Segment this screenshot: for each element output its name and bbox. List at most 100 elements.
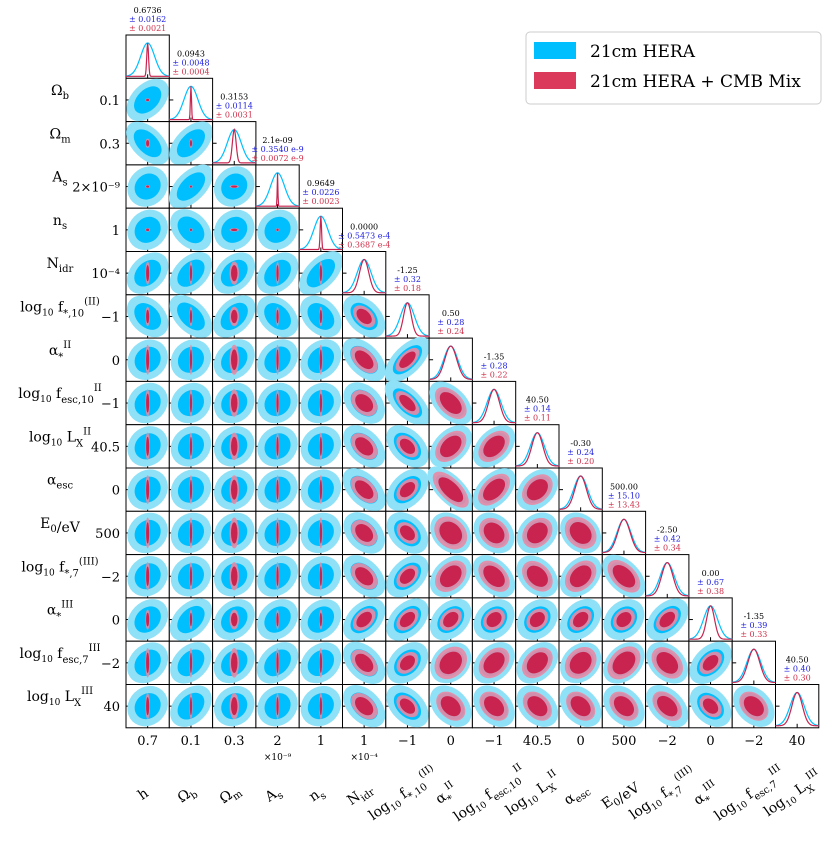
y-tick-label-log10 f*,7 (III): −2 [101, 570, 120, 585]
cmb-1sigma-contour [443, 611, 459, 628]
panel-E0/eV-vs-log10 fesc,10 II [471, 510, 517, 556]
panel-alpha_esc-vs-A_s [255, 467, 300, 512]
panel-log10 LX II-vs-n_s [298, 424, 344, 469]
panel-alpha_esc-vs-Omega_m [212, 467, 257, 512]
stat-mean: -0.30 [570, 439, 591, 448]
stat-err-hera: ± 0.0048 [172, 58, 209, 67]
x-tick-label-log10 LX II: 40.5 [523, 734, 552, 749]
cmb-marginal-curve [299, 216, 343, 251]
stat-mean: 500.00 [610, 482, 638, 491]
stat-err-hera: ± 0.24 [567, 448, 594, 457]
panel-E0/eV-vs-log10 LX II [515, 510, 560, 556]
panel-log10 LX II-vs-alpha* II [428, 424, 473, 469]
cmb-1sigma-contour [189, 522, 193, 544]
cmb-1sigma-contour [146, 393, 150, 413]
row-label-alpha_esc: αesc [47, 473, 74, 492]
stat-mean: -1.25 [397, 266, 418, 275]
y-tick-label-alpha* III: 0 [112, 614, 120, 629]
cmb-1sigma-contour [743, 696, 764, 717]
cmb-1sigma-contour [399, 698, 416, 714]
cmb-1sigma-contour [146, 265, 150, 282]
panel-log10 LX III-vs-E0/eV [601, 684, 647, 729]
panel-log10 f*,10 (II)-vs-n_s [298, 294, 344, 339]
stat-mean: 40.50 [786, 656, 809, 665]
stat-mean: -1.35 [484, 352, 505, 361]
cmb-1sigma-contour [612, 564, 636, 588]
legend-frame [525, 31, 822, 105]
panel-E0/eV-vs-n_s [298, 510, 344, 556]
stat-err-hera: ± 0.5473 e-4 [338, 232, 390, 241]
cmb-1sigma-contour [319, 309, 323, 324]
cmb-1sigma-contour [276, 612, 279, 627]
cmb-1sigma-contour [569, 521, 592, 544]
panel-A_s-vs-Omega_b [168, 164, 214, 209]
y-tick-label-log10 f*,10 (II): −1 [101, 310, 120, 325]
cmb-marginal-curve [688, 605, 733, 640]
x-tick-label-log10 f*,10 (II): −1 [398, 734, 417, 749]
panel-E0/eV-vs-Omega_m [212, 510, 257, 556]
cmb-1sigma-contour [702, 698, 719, 714]
panel-alpha* II-vs-A_s [255, 337, 300, 382]
cmb-1sigma-contour [319, 479, 323, 500]
panel-log10 LX III-vs-log10 LX II [515, 684, 560, 729]
panel-log10 LX II-vs-Omega_b [168, 424, 214, 469]
panel-n_s-vs-A_s [255, 207, 300, 252]
legend-label: 21cm HERA + CMB Mix [590, 72, 801, 92]
cmb-1sigma-contour [231, 309, 238, 324]
cmb-1sigma-contour [319, 522, 323, 544]
cmb-1sigma-contour [399, 568, 416, 584]
cmb-1sigma-contour [526, 652, 548, 674]
cmb-1sigma-contour [656, 651, 679, 674]
panel-alpha* III-vs-A_s [255, 597, 300, 642]
cmb-1sigma-contour [527, 696, 548, 717]
cmb-marginal-curve [212, 127, 256, 164]
panel-alpha* III-vs-log10 LX II [515, 597, 560, 642]
panel-N_idr-vs-n_s [298, 251, 344, 296]
panel-E0/eV-vs-alpha* II [428, 510, 473, 556]
panel-log10 f*,7 (III)-vs-h [125, 554, 170, 599]
stat-err-hera: ± 0.14 [524, 405, 551, 414]
row-label-log10 f*,10 (II): log10 f*,10(II) [20, 296, 100, 319]
cmb-1sigma-contour [231, 479, 238, 500]
panel-alpha* III-vs-Omega_b [168, 597, 214, 642]
cmb-1sigma-contour [319, 265, 323, 282]
panel-alpha* II-vs-N_idr [342, 337, 387, 382]
cmb-1sigma-contour [438, 477, 464, 503]
stat-err-hera: ± 0.28 [437, 318, 464, 327]
panel-log10 LX III-vs-n_s [298, 684, 344, 729]
panel-E0/eV-vs-Omega_b [168, 510, 214, 556]
cmb-1sigma-contour [659, 611, 676, 628]
cmb-1sigma-contour [189, 309, 193, 324]
y-tick-label-alpha_esc: 0 [112, 484, 120, 499]
cmb-marginal-curve [385, 302, 430, 337]
panel-log10 fesc,7 III-vs-alpha_esc [558, 640, 603, 686]
stat-err-cmb: ± 0.0021 [129, 24, 166, 33]
cmb-1sigma-contour [189, 228, 193, 232]
y-tick-label-E0/eV: 500 [95, 527, 120, 542]
panel-E0/eV-vs-h [125, 510, 170, 556]
panel-alpha* III-vs-alpha* III [688, 597, 733, 642]
stat-err-hera: ± 0.42 [654, 535, 681, 544]
row-label-Omega_m: Ωm [49, 126, 71, 145]
panel-n_s-vs-Omega_m [212, 207, 257, 252]
panel-alpha_esc-vs-N_idr [342, 467, 387, 512]
cmb-1sigma-contour [189, 436, 193, 456]
cmb-1sigma-contour [146, 185, 150, 188]
cmb-1sigma-contour [189, 697, 193, 716]
column-label-n_s: ns [306, 784, 329, 808]
stat-mean: 0.9649 [307, 179, 335, 188]
cmb-1sigma-contour [189, 479, 193, 500]
panel-log10 f*,7 (III)-vs-log10 LX II [515, 554, 560, 599]
cmb-1sigma-contour [355, 523, 374, 542]
x-tick-label-n_s: 1 [317, 734, 325, 749]
panel-log10 LX III-vs-Omega_b [168, 684, 214, 729]
panel-log10 f*,7 (III)-vs-n_s [298, 554, 344, 599]
stat-err-hera: ± 0.0162 [129, 15, 166, 24]
y-tick-label-log10 LX II: 40.5 [91, 440, 120, 455]
cmb-1sigma-contour [276, 349, 279, 371]
stat-err-cmb: ± 0.0031 [216, 111, 253, 120]
x-tick-label-log10 LX III: 40 [789, 734, 806, 749]
cmb-1sigma-contour [439, 435, 462, 458]
panel-alpha* II-vs-n_s [298, 337, 344, 382]
